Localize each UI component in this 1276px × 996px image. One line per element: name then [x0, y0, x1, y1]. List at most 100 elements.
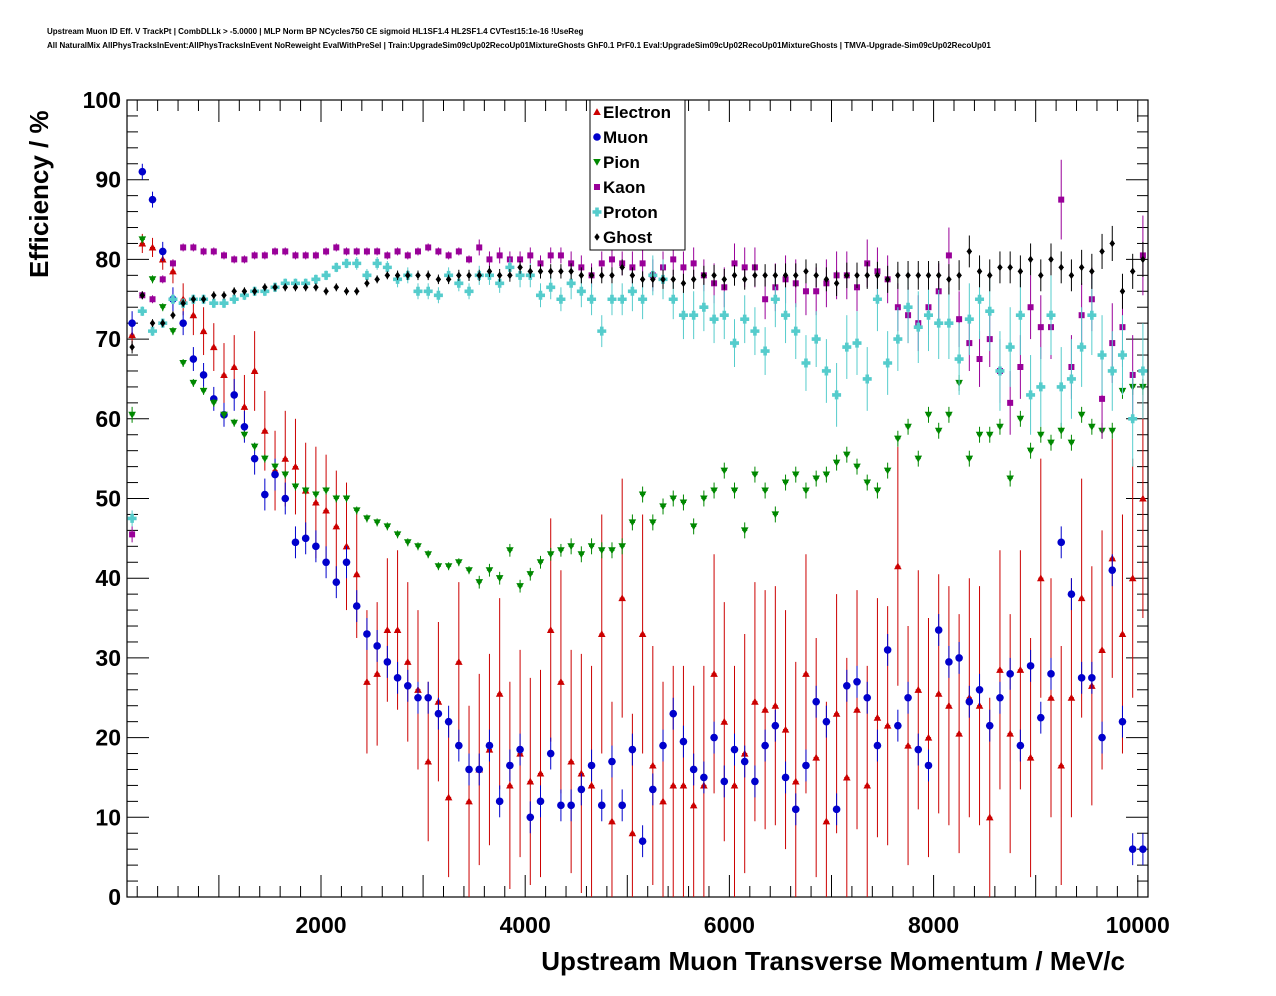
data-point [210, 248, 217, 255]
data-point [241, 287, 248, 296]
data-point [353, 248, 360, 255]
data-point [914, 455, 923, 463]
data-point [352, 602, 361, 610]
data-point [444, 563, 453, 571]
data-point [1027, 255, 1034, 264]
data-point [945, 701, 953, 709]
data-point [148, 276, 157, 284]
data-point [740, 757, 749, 766]
data-point [1058, 196, 1065, 203]
data-point [1038, 271, 1044, 280]
data-point [701, 271, 707, 280]
data-point [495, 278, 505, 288]
data-point [567, 543, 575, 551]
data-point [1130, 267, 1136, 276]
data-point [1078, 263, 1085, 272]
data-point [1087, 310, 1097, 320]
data-point [1099, 247, 1105, 256]
data-point [1058, 263, 1064, 272]
data-point [1077, 342, 1087, 352]
data-point [180, 244, 187, 251]
data-point [332, 578, 341, 586]
data-point [791, 805, 800, 814]
data-point [1046, 310, 1056, 320]
data-point [1037, 324, 1044, 331]
data-point [791, 471, 800, 479]
data-point [823, 275, 830, 284]
y-axis-title: Efficiency / % [24, 110, 54, 278]
data-point [444, 793, 453, 801]
legend-label: Muon [603, 128, 648, 147]
legend-label: Proton [603, 203, 658, 222]
data-point [1088, 423, 1096, 431]
data-point [669, 709, 678, 718]
data-point [997, 263, 1003, 272]
data-point [505, 262, 515, 272]
data-point [934, 689, 943, 697]
data-point [200, 295, 207, 304]
data-point [782, 271, 789, 280]
data-point [832, 805, 841, 814]
data-point [895, 271, 901, 280]
data-point [955, 654, 963, 662]
data-point [710, 670, 718, 677]
series-pion [128, 235, 1147, 593]
data-point [364, 279, 370, 288]
data-point [934, 626, 943, 634]
series-proton [127, 255, 1148, 527]
data-point [985, 306, 995, 316]
data-point [1128, 845, 1137, 853]
data-point [670, 256, 677, 263]
data-point [209, 298, 219, 308]
data-point [649, 519, 657, 527]
data-point [433, 290, 443, 300]
data-point [761, 741, 769, 750]
data-point [599, 271, 605, 280]
data-point [628, 519, 637, 527]
data-point [1057, 538, 1066, 547]
data-point [465, 567, 473, 575]
data-point [751, 471, 759, 479]
data-point [1088, 674, 1096, 682]
data-point [934, 318, 944, 328]
data-point [414, 693, 422, 702]
header-line-2: All NaturalMix AllPhysTracksInEvent:AllP… [47, 41, 991, 50]
data-point [403, 539, 412, 547]
data-point [199, 387, 208, 395]
data-point [709, 314, 719, 324]
data-point [292, 283, 299, 292]
data-point [466, 271, 472, 280]
series-layer [127, 159, 1148, 897]
data-point [587, 761, 596, 770]
data-point [179, 319, 187, 327]
data-point [577, 769, 586, 777]
data-point [343, 248, 350, 255]
data-point [975, 431, 984, 439]
data-point [149, 319, 156, 327]
data-point [486, 256, 493, 263]
data-point [791, 777, 800, 785]
data-point [180, 299, 186, 308]
data-point [678, 310, 688, 320]
data-point [220, 411, 228, 419]
data-point [597, 326, 607, 336]
data-point [281, 494, 290, 503]
data-point [455, 658, 463, 665]
data-point [742, 275, 748, 284]
data-point [485, 567, 494, 575]
data-point [1117, 350, 1127, 360]
data-point [372, 258, 382, 268]
data-point [1005, 342, 1015, 352]
data-point [649, 785, 657, 794]
legend-box [589, 99, 686, 251]
data-point [261, 490, 269, 499]
data-point [1057, 761, 1066, 769]
data-point [281, 454, 290, 462]
data-point [219, 298, 229, 308]
data-point [1026, 390, 1036, 400]
data-point [883, 467, 892, 475]
data-point [608, 547, 616, 555]
data-point [557, 801, 565, 810]
data-point [383, 658, 392, 666]
data-point [128, 319, 136, 327]
